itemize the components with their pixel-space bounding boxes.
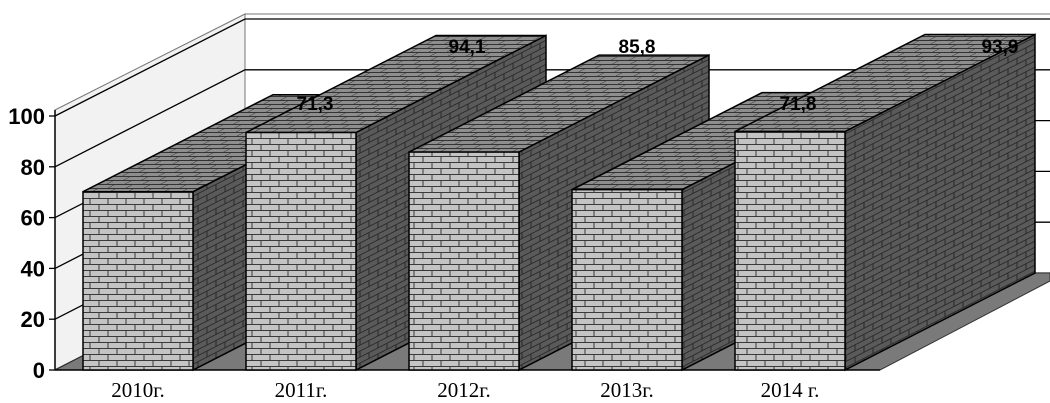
data-labels: 71,3 94,1 85,8 71,8 93,9 (297, 37, 1019, 115)
data-label: 85,8 (619, 37, 656, 58)
x-tick-label: 2010г. (111, 378, 165, 402)
x-tick-label: 2012г. (437, 378, 491, 402)
y-axis-ticks: 0 20 40 60 80 100 (8, 104, 45, 383)
y-tick-label: 60 (21, 206, 45, 231)
bar-front (734, 130, 846, 371)
x-tick-label: 2011г. (275, 378, 328, 402)
x-tick-label: 2013г. (600, 378, 654, 402)
gridline (54, 18, 1050, 117)
y-tick-label: 40 (21, 256, 45, 281)
bar-front (245, 131, 357, 371)
gridline (54, 69, 1050, 168)
bar-front (82, 190, 194, 371)
y-tick-label: 80 (21, 155, 45, 180)
y-tick-label: 100 (8, 104, 45, 129)
y-tick-label: 20 (21, 307, 45, 332)
data-label: 71,3 (297, 94, 334, 115)
x-tick-label: 2014 г. (761, 378, 820, 402)
bar-front (408, 151, 520, 371)
y-tick-label: 0 (33, 358, 45, 383)
data-label: 94,1 (449, 37, 486, 58)
bar-front (571, 188, 683, 371)
bar (734, 33, 1036, 372)
data-label: 93,9 (982, 37, 1019, 58)
x-axis-ticks: 2010г. 2011г. 2012г. 2013г. 2014 г. (111, 378, 819, 402)
data-label: 71,8 (780, 94, 817, 115)
bars (82, 33, 1036, 372)
